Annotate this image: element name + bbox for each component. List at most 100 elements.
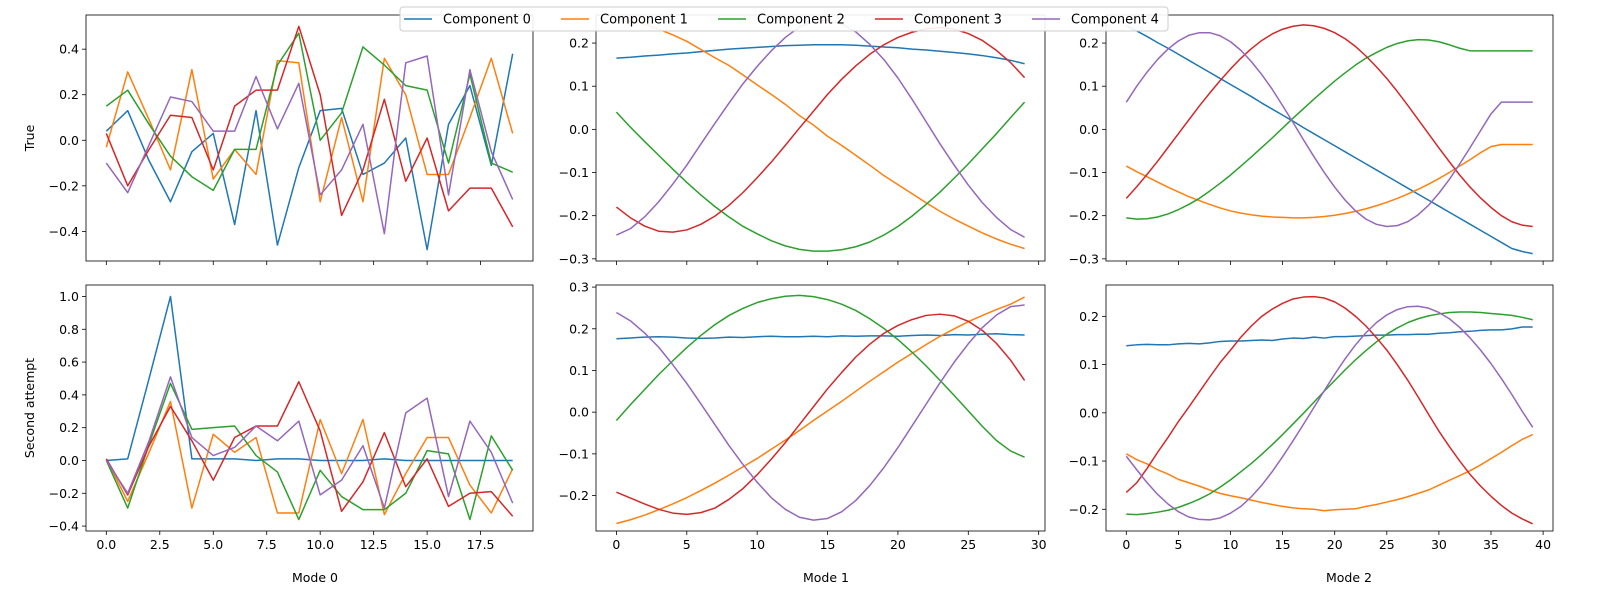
y-tick-label: 0.0: [569, 122, 589, 137]
series-line-component-4: [105, 376, 514, 509]
series-line-component-4: [1125, 31, 1533, 228]
y-tick-label: −0.2: [559, 488, 589, 503]
x-tick-label: 5: [1174, 537, 1182, 552]
y-tick-label: 0.3: [569, 280, 589, 295]
subplot-r1-c1: 0 5 10 15 20 25 30 −0.2 −0.1 0.0 0.1 0.2 0.3: [559, 280, 1047, 552]
y-tick-label: 0.2: [59, 420, 79, 435]
series-line-component-3: [105, 25, 514, 228]
subplot-r0-c1: −0.3 −0.2 −0.1 0.0 0.1 0.2: [559, 14, 1046, 266]
y-tick-label: −0.2: [1069, 208, 1099, 223]
series-line-component-0: [1126, 326, 1533, 347]
legend-label-component-3: Component 3: [914, 13, 1002, 28]
y-tick-label: 0.2: [569, 321, 589, 336]
series-line-component-3: [105, 381, 514, 517]
series-line-component-2: [1126, 311, 1533, 516]
y-tick-label: −0.2: [559, 208, 589, 223]
y-tick-label: 0.2: [59, 87, 79, 102]
y-tick-label: 0.1: [1079, 79, 1099, 94]
y-tick-label: −0.1: [1069, 454, 1099, 469]
series-line-component-4: [616, 304, 1025, 521]
row-label-true: True: [22, 124, 37, 152]
y-tick-label: 0.0: [1079, 122, 1099, 137]
axes-frame: [1105, 284, 1554, 532]
x-tick-label: 10: [749, 537, 765, 552]
x-tick-label: 10: [1223, 537, 1239, 552]
x-tick-label: 15.0: [413, 537, 441, 552]
x-tick-label: 0: [612, 537, 620, 552]
x-tick-label: 2.5: [150, 537, 170, 552]
y-tick-label: 0.4: [59, 42, 79, 57]
x-tick-label: 15: [1275, 537, 1291, 552]
legend-label-component-2: Component 2: [757, 13, 845, 28]
subplot-r0-c0: −0.4 −0.2 0.0 0.2 0.4: [49, 14, 534, 265]
row-labels: True Second attempt: [22, 124, 37, 458]
series-line-component-1: [1125, 433, 1533, 512]
x-tick-label: 5.0: [203, 537, 223, 552]
series-line-component-3: [616, 313, 1026, 516]
series-line-component-2: [105, 32, 513, 192]
x-tick-label: 35: [1483, 537, 1499, 552]
series-line-component-1: [105, 400, 514, 516]
x-tick-label: 5: [683, 537, 691, 552]
series-line-component-0: [616, 44, 1025, 65]
series-line-component-0: [616, 333, 1025, 340]
xlabel-mode-2: Mode 2: [1326, 570, 1372, 585]
x-tick-label: 17.5: [467, 537, 495, 552]
y-tick-label: 0.2: [1079, 36, 1099, 51]
x-tick-label: 30: [1031, 537, 1047, 552]
series-line-component-3: [1125, 24, 1533, 228]
y-tick-label: 0.0: [1079, 405, 1099, 420]
y-tick-label: 0.1: [569, 79, 589, 94]
y-tick-label: 0.8: [59, 322, 79, 337]
xlabel-mode-0: Mode 0: [292, 570, 338, 585]
series-line-component-0: [1125, 25, 1533, 255]
y-tick-label: 0.6: [59, 355, 79, 370]
y-tick-label: −0.1: [559, 446, 589, 461]
series-line-component-3: [1125, 295, 1533, 525]
y-tick-label: −0.2: [49, 178, 79, 193]
subplot-r1-c2: 0 5 10 15 20 25 30 35 40 −0.2 −0.1 0.0 0.1 0.2: [1069, 284, 1554, 552]
series-line-component-2: [105, 382, 514, 521]
y-tick-label: −0.2: [49, 486, 79, 501]
y-tick-label: −0.4: [49, 224, 79, 239]
y-tick-label: 0.0: [569, 405, 589, 420]
x-tick-label: 40: [1535, 537, 1551, 552]
y-tick-label: −0.2: [1069, 502, 1099, 517]
y-tick-label: 0.2: [569, 36, 589, 51]
x-tick-label: 20: [1327, 537, 1343, 552]
x-tick-label: 10.0: [306, 537, 334, 552]
axes-frame: [85, 14, 534, 262]
y-tick-label: −0.4: [49, 519, 79, 534]
x-tick-label: 12.5: [360, 537, 388, 552]
series-line-component-1: [616, 18, 1025, 250]
row-label-second-attempt: Second attempt: [22, 358, 37, 458]
legend-box: [399, 6, 1169, 32]
legend: Component 0 Component 1 Component 2 Compone…: [399, 6, 1169, 32]
legend-label-component-0: Component 0: [443, 13, 531, 28]
y-tick-label: −0.3: [559, 251, 589, 266]
xlabel-mode-1: Mode 1: [803, 570, 849, 585]
column-labels: Mode 0 Mode 1 Mode 2: [292, 570, 1372, 585]
x-tick-label: 20: [890, 537, 906, 552]
series-line-component-2: [615, 294, 1025, 458]
x-tick-label: 15: [820, 537, 836, 552]
y-tick-label: −0.1: [559, 165, 589, 180]
series-line-component-4: [1125, 305, 1534, 521]
y-tick-label: 0.0: [59, 133, 79, 148]
subplot-r1-c0: 0.0 2.5 5.0 7.5 10.0 12.5 15.0 17.5 −0.4 −0.2 0.0 0…: [49, 284, 534, 552]
y-tick-label: 0.1: [569, 363, 589, 378]
x-tick-label: 30: [1431, 537, 1447, 552]
y-tick-label: 1.0: [59, 289, 79, 304]
legend-label-component-1: Component 1: [600, 13, 688, 28]
series-line-component-2: [1126, 38, 1533, 220]
series-line-component-1: [616, 296, 1025, 525]
x-tick-label: 0.0: [96, 537, 116, 552]
y-tick-label: −0.3: [1069, 251, 1099, 266]
x-tick-label: 25: [1379, 537, 1395, 552]
y-tick-label: −0.1: [1069, 165, 1099, 180]
y-tick-label: 0.2: [1079, 309, 1099, 324]
axes-frame: [595, 284, 1046, 532]
subplot-grid: −0.4−0.20.00.20.4−0.3−0.2−0.10.00.10.2−0…: [49, 14, 1554, 552]
axes-frame: [1105, 14, 1554, 262]
